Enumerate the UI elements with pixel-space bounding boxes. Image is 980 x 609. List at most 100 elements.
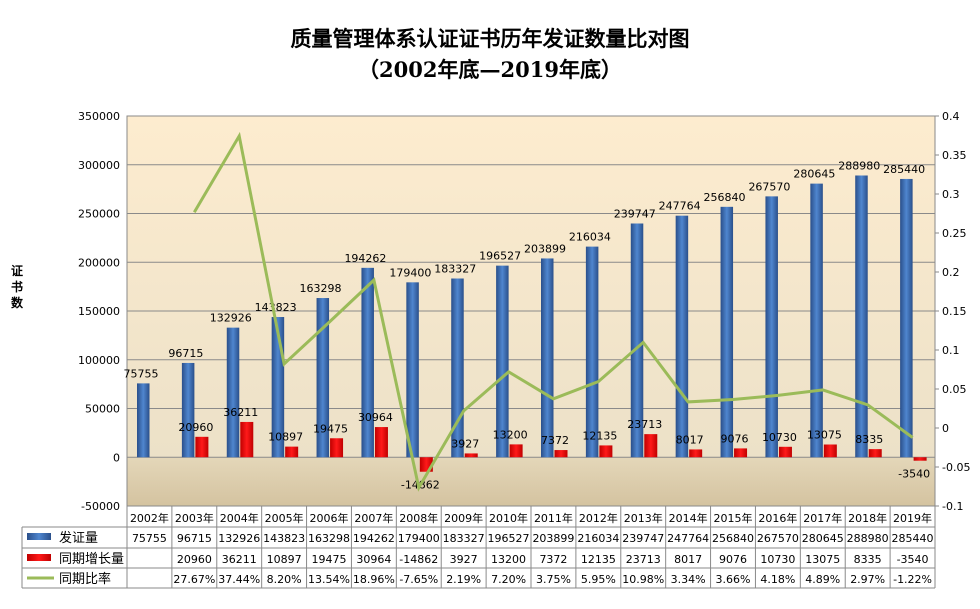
table-cell: 36211 [222,553,257,566]
bar-issued-7 [451,278,464,458]
table-header-year: 2013年 [624,511,663,525]
y-tick-label: -50000 [81,500,120,513]
y2-tick-label: 0.1 [942,344,960,357]
table-cell: 10.98% [622,573,664,586]
table-header-year: 2018年 [848,511,887,525]
table-header-year: 2005年 [265,511,304,525]
table-header-year: 2014年 [669,511,708,525]
y-tick-label: 150000 [78,305,120,318]
bar-issued-label: 247764 [659,200,701,213]
plot-background-positive [127,116,935,458]
chart-subtitle: （2002年底—2019年底） [358,57,622,82]
bar-issued-6 [406,282,419,458]
table-cell: 13075 [805,553,840,566]
bar-growth-13 [734,448,748,458]
table-cell: 280645 [802,532,844,545]
bar-growth-3 [285,446,299,458]
table-cell: 194262 [353,532,395,545]
bar-issued-label: 183327 [434,263,476,276]
bar-growth-label: 9076 [721,432,749,445]
y-tick-label: 50000 [85,403,120,416]
table-header-year: 2007年 [354,511,393,525]
table-header-year: 2009年 [444,511,483,525]
bar-growth-11 [644,434,658,458]
bar-issued-label: 96715 [168,347,203,360]
bar-growth-label: 8017 [676,433,704,446]
bar-issued-9 [541,258,554,458]
bar-growth-label: 3927 [451,437,479,450]
bar-growth-label: 8335 [855,433,883,446]
bar-growth-label: 10897 [268,431,303,444]
bar-issued-14 [765,196,778,458]
table-cell: 20960 [177,553,212,566]
bar-issued-8 [496,265,509,458]
table-cell: -7.65% [399,573,438,586]
bar-issued-label: 196527 [479,250,521,263]
bar-growth-label: 23713 [627,418,662,431]
table-cell: 2.19% [446,573,481,586]
bar-growth-label: 36211 [223,406,258,419]
table-cell: 75755 [132,532,167,545]
table-header-year: 2011年 [534,511,573,525]
bar-growth-label: 19475 [313,422,348,435]
table-cell: 196527 [488,532,530,545]
bar-growth-label: 13200 [493,428,528,441]
bar-issued-label: 203899 [524,242,566,255]
bar-issued-label: 239747 [614,207,656,220]
legend-key-0 [27,533,51,540]
y2-tick-label: 0.15 [942,305,967,318]
table-cell: 13200 [491,553,526,566]
bar-issued-label: 256840 [704,191,746,204]
table-cell: 2.97% [850,573,885,586]
y-tick-label: 300000 [78,159,120,172]
bar-issued-label: 143823 [255,301,297,314]
table-header-year: 2002年 [130,511,169,525]
legend-label: 同期增长量 [59,552,124,567]
bar-issued-16 [855,175,868,458]
bar-issued-0 [137,383,150,458]
table-cell: 10730 [760,553,795,566]
bar-growth-label: 30964 [358,411,393,424]
table-cell: 3927 [450,553,478,566]
y-tick-label: 100000 [78,354,120,367]
table-cell: 27.67% [173,573,215,586]
bar-growth-10 [599,445,613,458]
bar-issued-label: 194262 [344,252,386,265]
y-tick-label: 0 [113,451,120,464]
table-header-year: 2004年 [220,511,259,525]
table-header-year: 2012年 [579,511,618,525]
table-cell: 163298 [308,532,350,545]
bar-issued-11 [630,223,644,458]
bar-issued-label: 75755 [124,367,159,380]
table-cell: 216034 [577,532,619,545]
bar-growth-8 [509,444,523,458]
table-cell: 30964 [356,553,391,566]
y2-tick-label: 0.2 [942,266,960,279]
table-cell: 143823 [263,532,305,545]
legend-label: 同期比率 [59,571,111,587]
table-header-year: 2010年 [489,511,528,525]
y2-tick-label: 0.25 [942,227,967,240]
y2-tick-label: 0.3 [942,188,960,201]
bar-growth-14 [778,446,792,458]
bar-issued-label: 285440 [883,163,925,176]
table-cell: -1.22% [893,573,932,586]
table-header-year: 2003年 [175,511,214,525]
y-tick-label: 200000 [78,256,120,269]
bar-issued-label: 163298 [300,282,342,295]
bar-issued-label: 132926 [210,312,252,325]
table-cell: 37.44% [218,573,260,586]
table-cell: -3540 [897,553,929,566]
bar-growth-4 [330,438,344,458]
y2-tick-label: 0 [942,422,949,435]
y2-tick-label: 0.05 [942,383,967,396]
table-cell: 183327 [443,532,485,545]
bar-issued-12 [675,215,689,458]
table-cell: 4.18% [760,573,795,586]
table-header-year: 2016年 [758,511,797,525]
y-tick-label: 250000 [78,208,120,221]
table-cell: 8.20% [267,573,302,586]
bar-growth-1 [195,436,209,458]
y-axis-label: 证书数 [10,264,23,310]
